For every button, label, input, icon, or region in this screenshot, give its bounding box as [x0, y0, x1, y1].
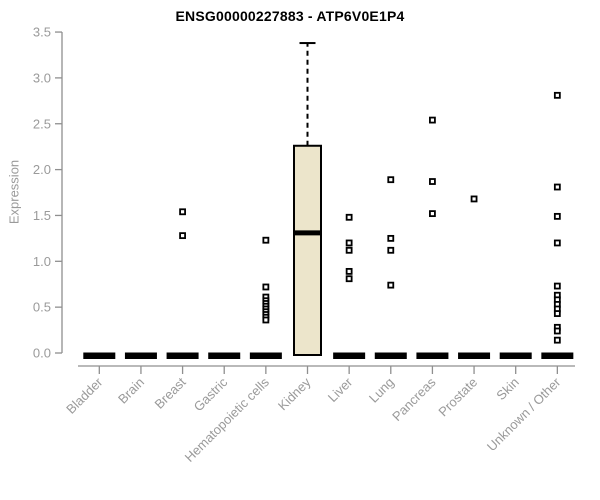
outlier-point: [387, 246, 395, 254]
outlier-point: [553, 212, 561, 220]
collapsed-boxplot-bar: [458, 352, 491, 359]
outlier-point: [345, 239, 353, 247]
outlier-point: [553, 310, 561, 317]
y-tick-label: 0.0: [33, 346, 51, 361]
collapsed-boxplot-bar: [333, 352, 366, 359]
outlier-point: [553, 239, 561, 247]
x-category-label: Breast: [152, 374, 189, 411]
outlier-point: [262, 236, 270, 244]
x-category-label: Unknown / Other: [484, 374, 564, 454]
collapsed-boxplot-bar: [124, 352, 157, 359]
collapsed-boxplot-bar: [208, 352, 241, 359]
collapsed-boxplot-bar: [166, 352, 199, 359]
outlier-point: [429, 210, 436, 218]
outlier-point: [387, 234, 395, 242]
x-category-label: Brain: [115, 375, 147, 407]
outlier-point: [553, 327, 561, 335]
boxplot-box: [293, 144, 322, 356]
collapsed-boxplot-bar: [541, 352, 574, 359]
outlier-point: [345, 213, 353, 221]
y-tick-label: 0.5: [33, 300, 51, 315]
x-category-label: Bladder: [63, 374, 106, 417]
outlier-point: [553, 91, 561, 99]
x-category-label: Skin: [493, 375, 521, 403]
outlier-point: [553, 282, 561, 290]
outlier-point: [387, 281, 395, 289]
outlier-point: [470, 195, 478, 203]
outlier-point: [345, 275, 353, 283]
outlier-point: [179, 208, 186, 216]
collapsed-boxplot-bar: [374, 352, 407, 359]
x-category-label: Liver: [325, 374, 356, 405]
y-tick-label: 2.5: [33, 116, 51, 131]
chart-title: ENSG00000227883 - ATP6V0E1P4: [175, 8, 405, 24]
outlier-point: [179, 232, 186, 240]
outlier-point: [429, 116, 436, 124]
outlier-point: [429, 178, 436, 185]
y-tick-label: 1.5: [33, 208, 51, 223]
y-tick-label: 3.0: [33, 70, 51, 85]
collapsed-boxplot-bar: [83, 352, 116, 359]
collapsed-boxplot-bar: [249, 352, 282, 359]
x-category-label: Gastric: [191, 374, 231, 414]
outlier-point: [262, 316, 270, 324]
x-category-label: Pancreas: [389, 374, 439, 424]
outlier-point: [345, 267, 353, 275]
y-tick-label: 2.0: [33, 162, 51, 177]
y-tick-label: 3.5: [33, 25, 51, 40]
outlier-point: [262, 283, 270, 291]
collapsed-boxplot-bar: [416, 352, 449, 359]
outlier-point: [553, 183, 561, 191]
y-tick-label: 1.0: [33, 254, 51, 269]
outlier-point: [345, 246, 353, 254]
outlier-point: [387, 176, 395, 184]
x-category-label: Lung: [366, 375, 397, 406]
x-category-label: Kidney: [275, 374, 314, 413]
collapsed-boxplot-bar: [499, 352, 532, 359]
outlier-point: [553, 336, 561, 344]
x-category-label: Prostate: [435, 375, 480, 420]
